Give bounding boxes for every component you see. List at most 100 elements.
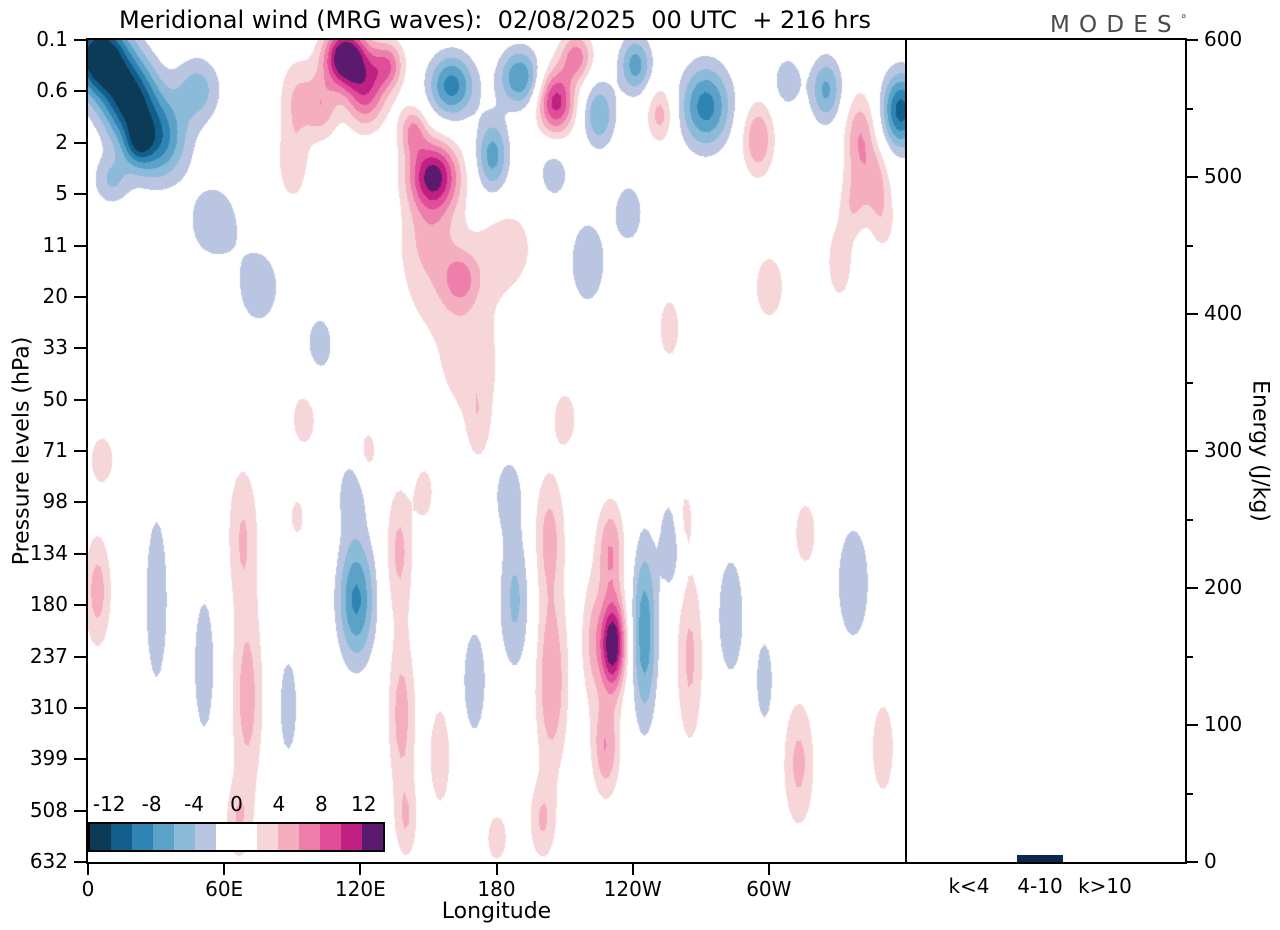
pressure-tick-label: 20	[42, 283, 68, 308]
energy-minor-tick	[1187, 381, 1193, 384]
longitude-tick-label: 0	[81, 877, 95, 901]
pressure-tick	[74, 552, 86, 555]
longitude-tick	[359, 864, 362, 875]
pressure-tick	[74, 809, 86, 812]
colorbar-label: -4	[184, 792, 205, 816]
energy-tick	[1187, 587, 1198, 589]
pressure-tick-label: 310	[29, 694, 68, 719]
colorbar-segment	[152, 824, 174, 850]
energy-minor-tick	[1187, 107, 1193, 110]
colorbar-label: -12	[92, 792, 126, 816]
pressure-tick	[74, 604, 86, 607]
pressure-tick-label: 33	[42, 335, 68, 360]
colorbar-segment	[341, 824, 362, 850]
wavenumber-energy-panel	[905, 38, 1187, 864]
longitude-axis-label: Longitude	[441, 899, 552, 924]
colorbar-segment	[90, 824, 111, 850]
energy-tick-label: 0	[1204, 849, 1217, 873]
longitude-tick-label: 120W	[603, 877, 662, 901]
contour-field-canvas	[88, 40, 905, 862]
colorbar-segment	[299, 824, 321, 850]
energy-tick-label: 400	[1204, 301, 1243, 325]
longitude-tick	[87, 864, 89, 875]
pressure-tick-label: 180	[29, 592, 68, 617]
wavenumber-category-label: k>10	[1078, 874, 1132, 898]
pressure-tick-label: 0.1	[36, 27, 68, 51]
pressure-tick-label: 5	[55, 181, 68, 206]
pressure-tick	[74, 39, 86, 41]
pressure-tick-label: 0.6	[36, 78, 68, 103]
longitude-tick-label: 60W	[746, 877, 792, 901]
pressure-tick	[74, 244, 86, 247]
chart-title: Meridional wind (MRG waves): 02/08/2025 …	[118, 6, 871, 34]
energy-tick-label: 100	[1204, 712, 1243, 736]
wavenumber-category-label: 4-10	[1017, 874, 1063, 898]
wavenumber-category-label: k<4	[948, 874, 990, 898]
longitude-tick-label: 180	[477, 877, 516, 901]
pressure-tick	[74, 501, 86, 504]
longitude-tick	[223, 864, 226, 875]
longitude-tick	[631, 864, 634, 875]
energy-minor-tick	[1187, 244, 1193, 247]
energy-minor-tick	[1187, 792, 1193, 795]
energy-tick-label: 200	[1204, 575, 1243, 599]
pressure-tick	[74, 295, 86, 298]
colorbar-segment	[320, 824, 342, 850]
longitude-tick	[767, 864, 770, 875]
energy-tick	[1187, 450, 1198, 452]
energy-tick-label: 300	[1204, 438, 1243, 462]
pressure-tick	[74, 347, 86, 350]
energy-minor-tick	[1187, 518, 1193, 521]
colorbar-segment	[236, 824, 258, 850]
colorbar-label: -8	[141, 792, 162, 816]
pressure-tick-label: 98	[42, 489, 68, 514]
modes-logo-text: MODES	[1050, 12, 1181, 38]
energy-tick	[1187, 39, 1198, 41]
energy-tick	[1187, 861, 1198, 863]
energy-minor-tick	[1187, 655, 1193, 658]
colorbar-segment	[194, 824, 216, 850]
colorbar-segment	[215, 824, 237, 850]
longitude-tick	[495, 864, 498, 875]
energy-tick	[1187, 313, 1198, 315]
colorbar-segment	[257, 824, 279, 850]
colorbar-label: 8	[314, 792, 328, 816]
pressure-tick	[74, 706, 86, 709]
colorbar-segment	[110, 824, 132, 850]
energy-tick	[1187, 176, 1198, 178]
modes-logo: MODES°	[1050, 12, 1187, 38]
energy-bar-4-10	[1017, 855, 1063, 862]
pressure-tick-label: 50	[42, 386, 68, 411]
pressure-tick-label: 508	[29, 797, 68, 822]
energy-tick	[1187, 724, 1198, 726]
longitude-tick-label: 60E	[205, 877, 244, 901]
colorbar-segment	[173, 824, 195, 850]
colorbar-label: 4	[272, 792, 286, 816]
longitude-tick-label: 120E	[334, 877, 386, 901]
pressure-tick	[74, 398, 86, 401]
energy-tick-label: 500	[1204, 164, 1243, 188]
pressure-tick-label: 11	[42, 232, 68, 257]
colorbar	[88, 822, 385, 852]
pressure-tick	[74, 450, 86, 452]
modes-logo-degree-mark: °	[1180, 12, 1188, 27]
pressure-tick	[74, 655, 86, 658]
pressure-tick-label: 134	[29, 540, 68, 565]
pressure-tick-label: 399	[29, 746, 68, 771]
pressure-tick	[74, 758, 86, 761]
colorbar-segment	[361, 824, 383, 850]
pressure-tick	[74, 90, 86, 93]
pressure-tick	[74, 193, 86, 196]
pressure-tick-label: 71	[42, 438, 68, 462]
energy-axis-label: Energy (J/kg)	[1247, 380, 1273, 522]
colorbar-segment	[278, 824, 300, 850]
pressure-tick-label: 237	[29, 643, 68, 668]
colorbar-segment	[131, 824, 153, 850]
pressure-tick	[74, 861, 86, 863]
pressure-tick-label: 2	[55, 129, 68, 154]
colorbar-label: 12	[351, 792, 377, 816]
energy-tick-label: 600	[1204, 27, 1243, 51]
contour-plot-area: -12 -8 -4 0 4 8 12	[86, 38, 907, 864]
colorbar-label: 0	[230, 792, 243, 816]
